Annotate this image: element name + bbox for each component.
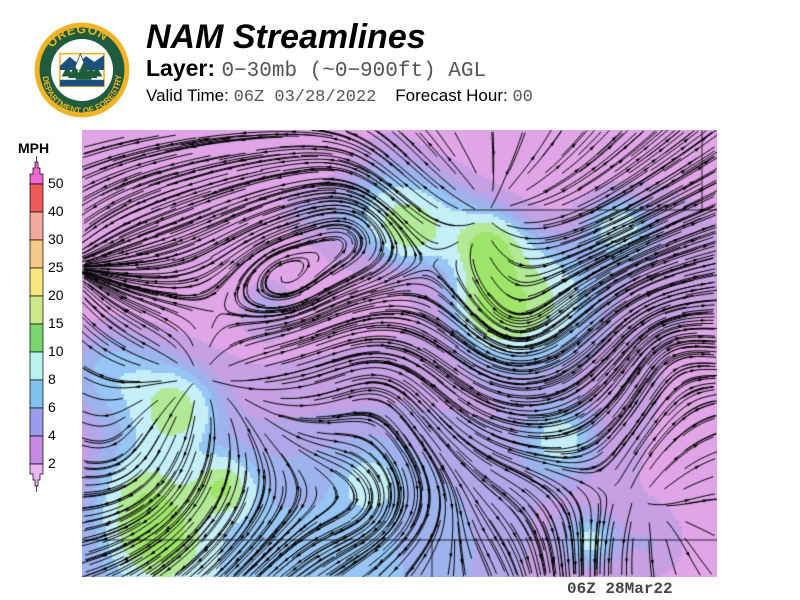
svg-text:8: 8: [48, 371, 56, 387]
svg-text:4: 4: [48, 427, 56, 443]
svg-text:25: 25: [48, 259, 64, 275]
svg-text:50: 50: [48, 175, 64, 191]
svg-text:6: 6: [48, 399, 56, 415]
svg-text:2: 2: [48, 455, 56, 471]
svg-text:30: 30: [48, 231, 64, 247]
svg-text:10: 10: [48, 343, 64, 359]
svg-text:15: 15: [48, 315, 64, 331]
svg-text:20: 20: [48, 287, 64, 303]
svg-text:40: 40: [48, 203, 64, 219]
